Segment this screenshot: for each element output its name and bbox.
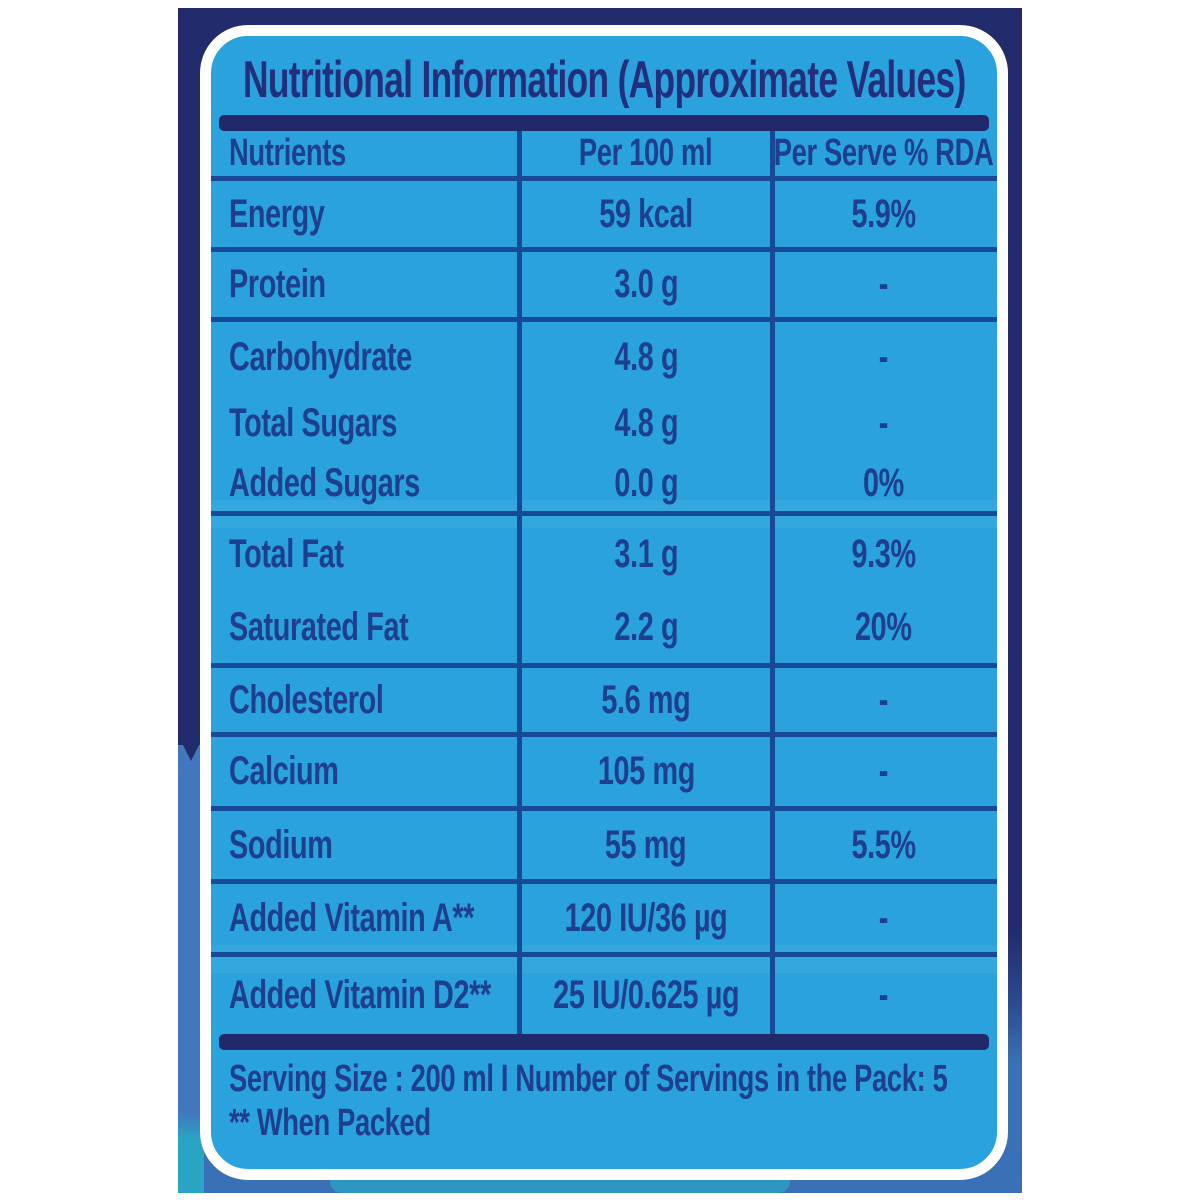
per-100ml-cell: 3.0 g — [522, 252, 775, 317]
title-divider-bar — [219, 115, 989, 131]
nutrient-row: Calcium 105 mg - — [211, 737, 997, 811]
nutrient-row: Total Sugars 4.8 g - — [211, 392, 997, 455]
per-serve-rda-cell: 9.3% — [851, 531, 916, 576]
nutrient-name-cell: Sodium — [211, 811, 522, 879]
per-100ml-cell: 4.8 g — [522, 392, 775, 455]
nutrient-name-cell: Carbohydrate — [211, 322, 522, 392]
per-serve-rda-cell: 20% — [855, 605, 912, 649]
nutrient-row: Carbohydrate 4.8 g - — [211, 322, 997, 392]
per-100ml-cell: 0.0 g — [522, 455, 775, 511]
nutrient-row: Added Vitamin D2** 25 IU/0.625 µg - — [211, 957, 997, 1034]
package-left-stripe — [178, 745, 204, 1193]
per-100ml-cell: 55 mg — [522, 811, 775, 879]
nutrient-row: Protein 3.0 g - — [211, 252, 997, 322]
table-header-row: Nutrients Per 100 ml Per Serve % RDA — [211, 131, 997, 181]
nutrient-name-cell: Saturated Fat — [211, 592, 522, 663]
footer-divider-bar — [219, 1034, 989, 1050]
nutrient-name-cell: Added Vitamin A** — [211, 884, 522, 952]
per-100ml-cell: 25 IU/0.625 µg — [522, 957, 775, 1034]
nutrient-name-cell: Total Sugars — [211, 392, 522, 455]
per-serve-rda-cell: - — [878, 262, 889, 306]
nutrition-title-text: Nutritional Information (Approximate Val… — [242, 51, 966, 109]
nutrient-name-cell: Energy — [211, 181, 522, 247]
serving-size-note: Serving Size : 200 ml I Number of Servin… — [229, 1058, 948, 1100]
per-serve-rda-cell: - — [878, 677, 889, 722]
when-packed-note: ** When Packed — [229, 1102, 431, 1144]
per-serve-rda-cell: 5.5% — [851, 822, 916, 867]
nutrition-title: Nutritional Information (Approximate Val… — [211, 48, 997, 112]
per-serve-rda-cell: - — [878, 749, 889, 793]
nutrient-row: Added Sugars 0.0 g 0% — [211, 455, 997, 516]
col-header-nutrients: Nutrients — [211, 131, 522, 176]
nutrient-name-cell: Total Fat — [211, 516, 522, 592]
nutrient-row: Total Fat 3.1 g 9.3% — [211, 516, 997, 592]
per-serve-rda-cell: - — [878, 895, 889, 940]
per-100ml-cell: 5.6 mg — [522, 668, 775, 732]
nutrient-name-cell: Protein — [211, 252, 522, 317]
nutrition-table: Nutrients Per 100 ml Per Serve % RDA Energy… — [211, 131, 997, 1034]
per-serve-rda-cell: 5.9% — [851, 191, 916, 236]
per-serve-rda-cell: - — [878, 401, 889, 445]
per-serve-rda-cell: - — [878, 973, 889, 1017]
per-serve-rda-cell: - — [878, 334, 889, 379]
nutrient-row: Sodium 55 mg 5.5% — [211, 811, 997, 884]
col-header-per-100ml: Per 100 ml — [522, 131, 775, 176]
nutrient-row: Energy 59 kcal 5.9% — [211, 181, 997, 252]
photo-artifact-band — [211, 945, 997, 973]
nutrient-name-cell: Added Vitamin D2** — [211, 957, 522, 1034]
per-100ml-cell: 105 mg — [522, 737, 775, 806]
per-100ml-cell: 4.8 g — [522, 322, 775, 392]
col-header-per-serve-rda: Per Serve % RDA — [773, 132, 994, 174]
per-serve-rda-cell: 0% — [863, 460, 904, 505]
per-100ml-cell: 2.2 g — [522, 592, 775, 663]
nutrient-name-cell: Added Sugars — [211, 455, 522, 511]
nutrient-name-cell: Cholesterol — [211, 668, 522, 732]
nutrient-row: Added Vitamin A** 120 IU/36 µg - — [211, 884, 997, 957]
nutrition-label-card: Nutritional Information (Approximate Val… — [200, 25, 1008, 1180]
nutrient-row: Cholesterol 5.6 mg - — [211, 668, 997, 737]
per-100ml-cell: 120 IU/36 µg — [522, 884, 775, 952]
nutrient-row: Saturated Fat 2.2 g 20% — [211, 592, 997, 668]
per-100ml-cell: 59 kcal — [522, 181, 775, 247]
per-100ml-cell: 3.1 g — [522, 516, 775, 592]
nutrient-name-cell: Calcium — [211, 737, 522, 806]
